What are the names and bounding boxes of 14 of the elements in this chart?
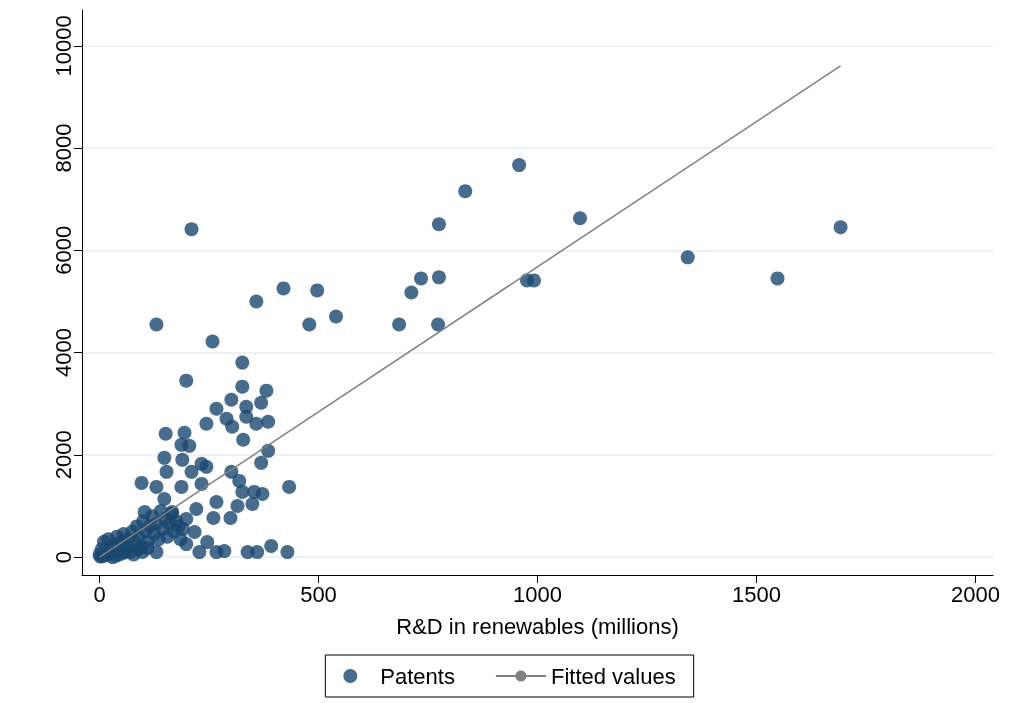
y-tick-label: 8000: [50, 123, 76, 173]
y-tick-label: 2000: [50, 430, 76, 480]
y-tick-label: 0: [50, 550, 76, 564]
legend-label: Patents: [380, 663, 455, 689]
x-tick-label: 1000: [513, 581, 562, 607]
x-axis-title: R&D in renewables (millions): [396, 613, 679, 639]
legend-label: Fitted values: [550, 663, 676, 689]
x-tick-label: 2000: [951, 581, 1000, 607]
y-tick-label: 10000: [50, 15, 76, 77]
x-tick-label: 0: [93, 581, 106, 607]
x-tick-label: 500: [300, 581, 337, 607]
y-tick-label: 4000: [50, 328, 76, 378]
y-tick-label: 6000: [50, 225, 76, 275]
x-tick-label: 1500: [732, 581, 781, 607]
